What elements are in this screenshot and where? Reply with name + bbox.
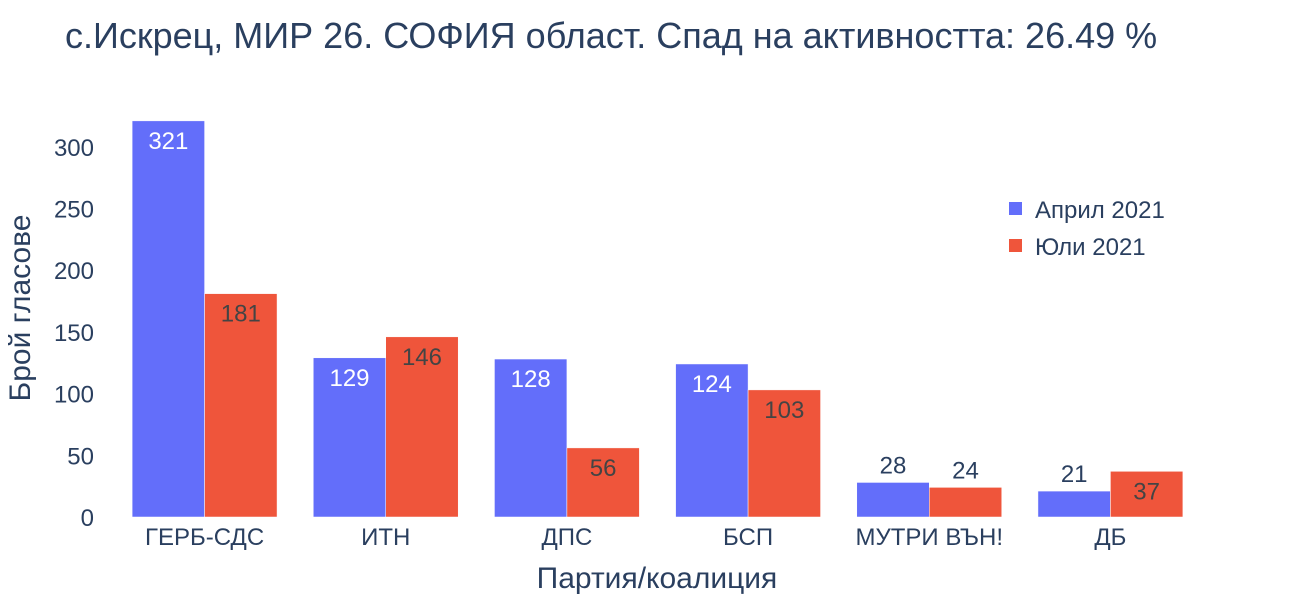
y-tick-label: 0	[81, 505, 94, 532]
y-tick-label: 200	[54, 258, 94, 285]
bar	[385, 336, 459, 518]
bar-value-label: 28	[880, 452, 907, 479]
y-tick-label: 250	[54, 196, 94, 223]
x-tick-label: МУТРИ ВЪН!	[856, 524, 1003, 551]
bar-value-label: 37	[1133, 478, 1160, 505]
y-axis-label: Брой гласове	[4, 215, 37, 402]
y-axis-ticks: 0 50 100 150 200 250 300	[54, 135, 94, 532]
x-tick-label: ГЕРБ-СДС	[145, 524, 264, 551]
bar	[856, 482, 930, 518]
bar	[494, 358, 568, 518]
bar-value-label: 321	[148, 128, 188, 155]
bar	[1037, 490, 1111, 518]
bar	[747, 389, 821, 518]
chart-title: с.Искрец, МИР 26. СОФИЯ област. Спад на …	[65, 15, 1157, 56]
legend: Април 2021 Юли 2021	[1009, 197, 1165, 261]
legend-swatch	[1009, 239, 1022, 252]
bar	[204, 293, 278, 518]
x-tick-label: БСП	[723, 524, 773, 551]
bar	[675, 363, 749, 518]
bar-value-label: 146	[402, 344, 442, 371]
x-axis-ticks: ГЕРБ-СДС ИТН ДПС БСП МУТРИ ВЪН! ДБ	[145, 524, 1126, 551]
x-axis-label: Партия/коалиция	[537, 562, 778, 595]
bar	[929, 487, 1002, 518]
legend-label: Юли 2021	[1035, 234, 1146, 261]
x-tick-label: ДБ	[1094, 524, 1126, 551]
bar-value-label: 103	[764, 397, 804, 424]
bar-value-label: 56	[590, 455, 617, 482]
bar-value-label: 129	[329, 365, 369, 392]
bars-group: 321 181 129 146 128 56 124 103 28 24 21 37	[131, 120, 1184, 518]
legend-swatch	[1009, 202, 1022, 215]
bar	[131, 120, 205, 518]
bar-value-label: 21	[1061, 461, 1088, 488]
y-tick-label: 300	[54, 135, 94, 162]
bar-value-label: 181	[221, 301, 261, 328]
y-tick-label: 150	[54, 320, 94, 347]
x-tick-label: ДПС	[541, 524, 592, 551]
bar-value-label: 24	[952, 457, 979, 484]
bar-value-label: 124	[692, 371, 732, 398]
x-tick-label: ИТН	[361, 524, 410, 551]
legend-label: Април 2021	[1035, 197, 1165, 224]
bar	[313, 357, 386, 518]
y-tick-label: 50	[67, 443, 94, 470]
bar	[566, 447, 640, 518]
bar-value-label: 128	[511, 366, 551, 393]
y-tick-label: 100	[54, 382, 94, 409]
bar	[1110, 471, 1184, 518]
